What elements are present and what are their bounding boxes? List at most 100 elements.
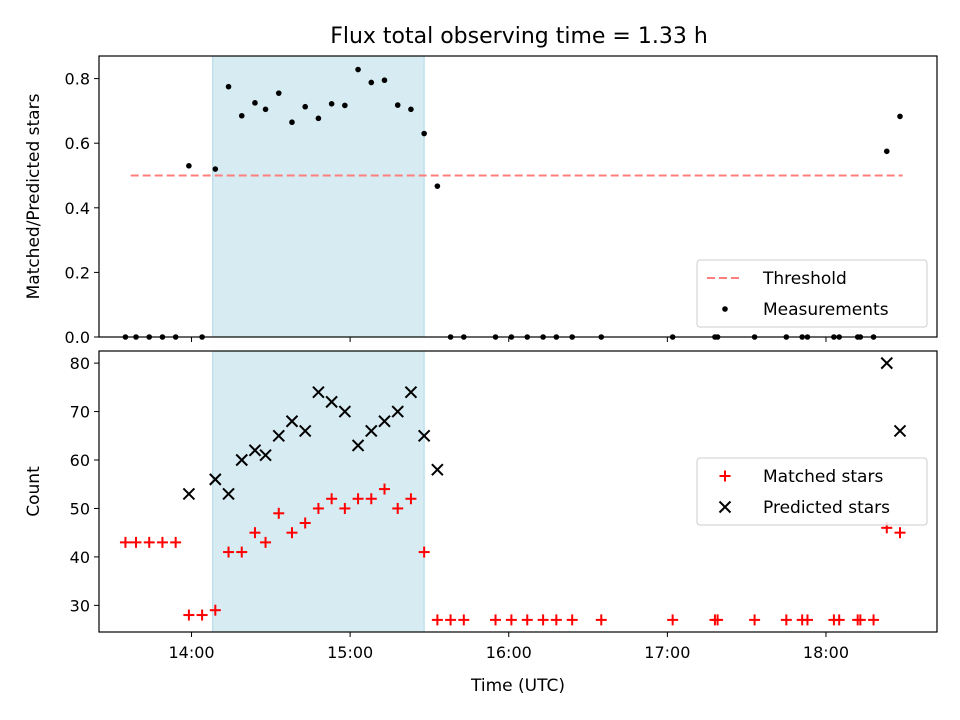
legend-predicted-marker <box>718 500 732 514</box>
matched-star-point <box>143 536 155 548</box>
x-tick-label: 16:00 <box>486 643 532 662</box>
top-axes: 0.00.20.40.60.8 Matched/Predicted stars … <box>24 55 938 347</box>
top-y-ticks: 0.0 0.2 0.4 0.6 0.8 <box>65 70 99 347</box>
top-x-ticks <box>191 337 827 342</box>
bottom-axes-frame <box>98 350 938 633</box>
matched-star-point <box>236 546 248 558</box>
matched-star-point <box>458 614 470 626</box>
matched-star-point <box>273 507 285 519</box>
measurement-point <box>883 148 890 155</box>
predicted-star-point <box>391 405 404 418</box>
measurement-point <box>421 130 427 137</box>
matched-star-point <box>249 527 261 539</box>
legend-measurements-label: Measurements <box>763 300 889 320</box>
matched-star-point <box>505 614 517 626</box>
predicted-star-point <box>404 385 418 399</box>
matched-star-point <box>170 536 182 548</box>
predicted-star-point-b <box>417 429 431 442</box>
y-tick-label: 70 <box>70 403 90 422</box>
matched-star-point <box>595 614 607 626</box>
matched-star-point <box>566 614 578 626</box>
top-axes-frame <box>98 55 938 338</box>
predicted-star-point-b <box>259 448 272 462</box>
highlight-span <box>212 55 425 338</box>
predicted-star-point-b <box>378 415 391 428</box>
predicted-star-point-b <box>365 424 378 438</box>
top-legend: Threshold Measurements <box>696 259 928 328</box>
predicted-star-point <box>272 429 285 442</box>
predicted-star-point <box>325 395 338 409</box>
legend-predicted-swatch <box>718 500 732 514</box>
matched-star-point <box>749 614 761 626</box>
predicted-star-point <box>298 424 312 438</box>
matched-star-point <box>365 493 377 505</box>
y-tick-label: 50 <box>70 499 90 518</box>
matched-star-point <box>537 614 549 626</box>
predicted-star-point <box>893 424 907 438</box>
matched-star-point <box>667 614 679 626</box>
matched-star-point <box>712 614 724 626</box>
predicted-star-point <box>235 453 248 467</box>
matched-star-point <box>431 614 443 626</box>
predicted-star-point <box>182 487 196 501</box>
predicted-star-point <box>880 356 893 370</box>
chart-title: Flux total observing time = 1.33 h <box>330 24 708 49</box>
measurement-point <box>275 90 282 96</box>
measurement-point <box>434 183 441 189</box>
matched-star-point <box>223 546 235 558</box>
predicted-star-point-b <box>182 487 196 501</box>
y-tick-label: 0.4 <box>65 199 90 218</box>
matched-star-point <box>445 614 457 626</box>
predicted-star-point-b <box>325 395 338 409</box>
bottom-legend-box <box>696 457 928 526</box>
predicted-star-point-b <box>391 405 404 418</box>
matched-star-point <box>854 614 866 626</box>
bottom-legend: Matched stars Predicted stars <box>696 457 928 526</box>
measurement-point <box>315 115 322 122</box>
measurement-point <box>262 106 269 113</box>
matched-star-point <box>260 536 272 548</box>
matched-star-point <box>490 614 502 626</box>
predicted-star-point <box>338 405 352 418</box>
matched-star-point <box>286 527 298 539</box>
measurement-point <box>289 119 295 126</box>
measurement-point <box>186 163 192 169</box>
y-tick-label: 0.6 <box>65 134 90 153</box>
matched-star-point <box>521 614 533 626</box>
matched-star-point <box>352 493 364 505</box>
measurement-point <box>238 112 245 119</box>
y-tick-label: 0.0 <box>65 328 90 347</box>
measurement-point <box>394 102 401 108</box>
y-tick-label: 80 <box>70 354 90 373</box>
y-tick-label: 60 <box>70 451 90 470</box>
matched-star-point <box>780 614 792 626</box>
predicted-star-point-b <box>272 429 285 442</box>
predicted-star-point <box>312 385 325 399</box>
matched-star-point <box>405 493 417 505</box>
matched-star-point <box>312 502 324 514</box>
highlight-span <box>212 350 425 633</box>
predicted-star-point-b <box>209 473 222 486</box>
x-axis-label: Time (UTC) <box>470 676 565 696</box>
matched-star-point <box>894 527 906 539</box>
measurement-point <box>225 83 232 90</box>
matched-star-point <box>119 536 131 548</box>
bottom-y-axis-label: Count <box>24 466 44 517</box>
predicted-star-point <box>285 415 299 428</box>
legend-predicted-label: Predicted stars <box>763 498 890 518</box>
predicted-stars-points <box>182 356 907 501</box>
predicted-star-point-b <box>338 405 352 418</box>
predicted-star-point-b <box>431 463 444 476</box>
measurement-point <box>355 66 361 73</box>
matched-star-point <box>209 604 221 616</box>
y-tick-label: 0.2 <box>65 263 90 282</box>
predicted-star-point-b <box>351 439 365 452</box>
top-legend-box <box>696 259 928 328</box>
predicted-star-point <box>365 424 378 438</box>
measurement-point <box>381 77 388 84</box>
matched-star-point <box>326 493 338 505</box>
matched-star-point <box>196 609 208 621</box>
predicted-star-point-b <box>235 453 248 467</box>
predicted-star-point-b <box>222 487 235 501</box>
